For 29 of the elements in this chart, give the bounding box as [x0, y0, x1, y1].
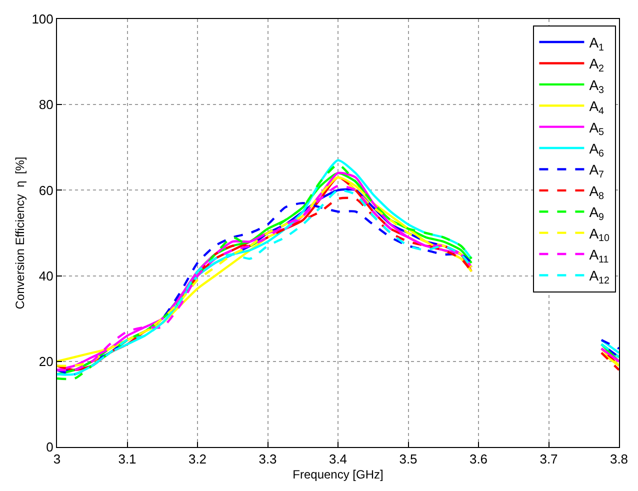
x-tick-label: 3.1 — [118, 452, 136, 467]
y-tick-label: 40 — [38, 268, 54, 284]
x-tick-label: 3.7 — [540, 452, 558, 467]
legend-label: A$_{4}$ — [589, 98, 605, 118]
y-axis-title: Conversion Efficiency η [%] — [12, 156, 27, 310]
legend-label: A$_{3}$ — [589, 76, 605, 96]
y-tick-label: 80 — [38, 97, 54, 112]
y-tick-label: 20 — [38, 354, 54, 369]
legend-label: A$_{6}$ — [589, 140, 605, 160]
legend-label: A$_{12}$ — [589, 268, 610, 287]
x-tick-label: 3 — [53, 452, 61, 467]
x-tick-label: 3.5 — [399, 452, 418, 467]
y-tick-label: 100 — [32, 12, 54, 27]
y-tick-label: 60 — [38, 182, 54, 198]
legend-label: A$_{7}$ — [589, 162, 604, 181]
legend-label: A$_{10}$ — [589, 225, 610, 244]
x-axis-title: Frequency [GHz] — [292, 468, 384, 482]
x-tick-label: 3.8 — [610, 452, 628, 467]
legend-label: A$_{8}$ — [589, 182, 605, 202]
x-tick-label: 3.2 — [188, 452, 207, 467]
legend-label: A$_{11}$ — [589, 246, 609, 266]
y-tick-label: 0 — [46, 440, 54, 455]
x-tick-label: 3.4 — [328, 452, 348, 467]
legend-label: A$_{5}$ — [589, 119, 605, 138]
x-tick-label: 3.6 — [469, 452, 488, 467]
legend-label: A$_{9}$ — [589, 204, 604, 224]
legend-label: A$_{1}$ — [589, 34, 604, 54]
x-tick-label: 3.3 — [258, 452, 277, 467]
legend-label: A$_{2}$ — [589, 56, 604, 75]
